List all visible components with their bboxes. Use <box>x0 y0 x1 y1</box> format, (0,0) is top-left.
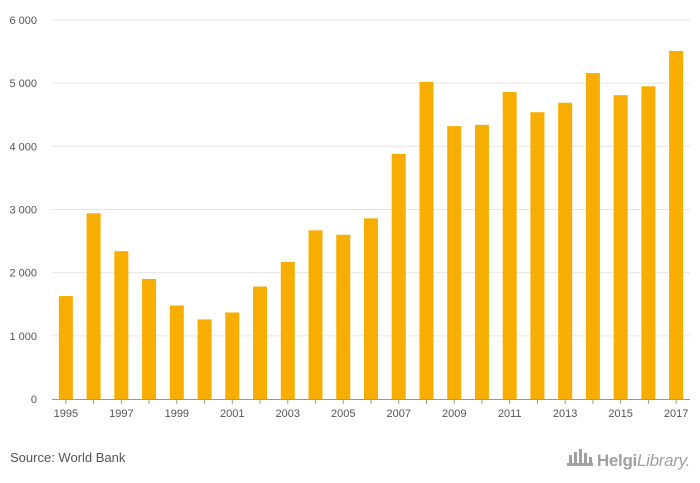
bar-2003 <box>280 261 295 399</box>
x-tick-label: 1997 <box>109 408 133 420</box>
bar-2007 <box>391 153 406 399</box>
x-tick-label: 2009 <box>442 408 466 420</box>
bar-2001 <box>225 312 240 399</box>
x-tick-label: 2001 <box>220 408 244 420</box>
bar-1998 <box>142 278 157 399</box>
bar-2016 <box>641 86 656 399</box>
x-tick-label: 2003 <box>276 408 300 420</box>
source-note: Source: World Bank <box>10 450 126 465</box>
x-tick-label: 2005 <box>331 408 355 420</box>
bar-2013 <box>558 102 573 399</box>
bar-1997 <box>114 251 129 399</box>
x-tick-label: 2017 <box>664 408 688 420</box>
bar-2008 <box>419 81 434 400</box>
y-tick-label: 0 <box>31 394 37 406</box>
x-tick-label: 2011 <box>498 408 522 420</box>
bar-1999 <box>169 305 184 399</box>
x-tick-label: 2013 <box>553 408 577 420</box>
bar-2002 <box>253 286 268 399</box>
bar-2010 <box>474 124 489 400</box>
bars <box>58 50 684 400</box>
y-tick-label: 3 000 <box>9 205 37 217</box>
y-tick-label: 4 000 <box>9 141 37 153</box>
x-tick-label: 2007 <box>386 408 410 420</box>
bar-2014 <box>585 73 600 399</box>
library-building-icon <box>566 448 593 471</box>
bar-2005 <box>336 234 351 399</box>
brand-name-light: Library. <box>636 451 690 470</box>
bar-1996 <box>86 213 101 399</box>
y-tick-label: 2 000 <box>9 268 37 280</box>
y-tick-label: 5 000 <box>9 78 37 90</box>
bar-2012 <box>530 112 545 400</box>
x-tick-label: 2015 <box>608 408 632 420</box>
bar-2004 <box>308 230 323 399</box>
bar-1995 <box>58 296 73 399</box>
bar-2011 <box>502 92 517 399</box>
y-axis-ticks: 0 1 000 2 000 3 000 4 000 5 000 6 000 <box>9 15 37 406</box>
gridlines <box>52 19 690 337</box>
helgilibrary-logo: Helgi Library. <box>566 448 690 471</box>
bar-2000 <box>197 319 212 399</box>
bar-2006 <box>364 218 378 399</box>
brand-name-bold: Helgi <box>596 451 637 470</box>
x-axis-ticks: 1995 1997 1999 2001 2003 2005 2007 2009 2011 2013… <box>54 399 688 420</box>
y-tick-label: 6 000 <box>9 15 37 27</box>
y-tick-label: 1 000 <box>9 331 37 343</box>
bar-chart: 0 1 000 2 000 3 000 4 000 5 000 6 000 1995 1997… <box>9 15 690 420</box>
bar-2009 <box>447 126 462 400</box>
x-tick-label: 1995 <box>54 408 78 420</box>
bar-2015 <box>613 95 628 399</box>
bar-2017 <box>669 50 684 400</box>
x-tick-label: 1999 <box>165 408 189 420</box>
